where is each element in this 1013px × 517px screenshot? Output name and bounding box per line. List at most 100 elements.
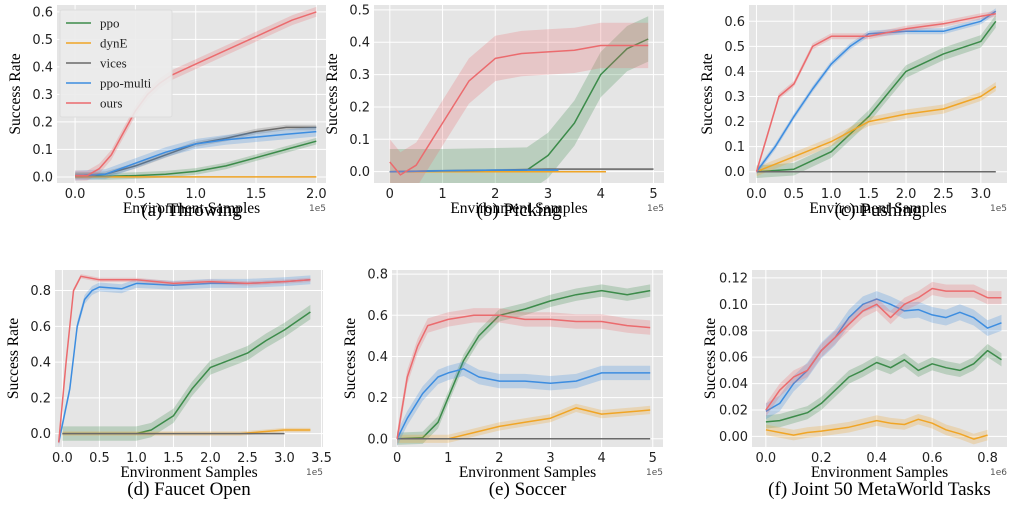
- series-line-ours: [755, 13, 996, 172]
- series-line-ppo: [756, 20, 997, 173]
- series-group: [396, 284, 651, 446]
- y-axis-label: Success Rate: [702, 318, 719, 399]
- x-tick-label: 4: [597, 187, 605, 202]
- series-line-ppo-multi: [389, 169, 559, 173]
- series-group: [755, 8, 997, 178]
- series-line-ours: [57, 275, 311, 443]
- x-tick-label: 3.5: [311, 451, 332, 466]
- x-axis-label: Environment Samples: [450, 200, 587, 217]
- x-axis-label: Environment Samples: [809, 200, 946, 217]
- x-tick-label: 0.5: [784, 187, 805, 202]
- y-tick-label: 0.0: [32, 170, 53, 185]
- legend-label: ours: [100, 96, 122, 111]
- chart-panel-6: 0.0 0.2 0.4 0.6 0.8 0.00 0.02 0.04 0.06 0.08 0.10 0…: [702, 270, 1007, 500]
- x-axis-label: Environment Samples: [459, 464, 596, 481]
- chart-panel-2: 0 1 2 3 4 5 0.0 0.1 0.2 0.3 0.4 0.5 Environment Samp…: [324, 3, 664, 221]
- x-tick-label: 2: [491, 187, 499, 202]
- series-line-dynE: [765, 418, 988, 440]
- y-tick-label: 0.2: [724, 115, 745, 130]
- legend: ppo dynE vices ppo-multi ours: [59, 9, 173, 118]
- y-tick-label: 0.4: [32, 60, 53, 75]
- x-tick-label: 0: [386, 187, 394, 202]
- scale-multiplier: 1e5: [647, 204, 664, 214]
- legend-box: [59, 9, 173, 118]
- chart-panel-1: 0.0 0.5 1.0 1.5 2.0 0.0 0.1 0.2 0.3 0.4 0.5 0.6 Envi…: [7, 5, 327, 221]
- y-tick-label: 0.4: [349, 36, 370, 51]
- x-tick-label: 4: [598, 451, 606, 466]
- y-tick-label: 0.4: [367, 350, 388, 365]
- panel-caption: (c) Pushing: [834, 200, 922, 221]
- band-ours: [75, 6, 317, 181]
- legend-label: vices: [100, 56, 127, 71]
- scale-multiplier: 1e5: [309, 204, 326, 214]
- y-tick-label: 0.5: [32, 33, 53, 48]
- y-axis-label: Success Rate: [324, 53, 341, 134]
- y-axis-label: Success Rate: [342, 318, 359, 399]
- band-dynE: [756, 82, 996, 177]
- panel-caption: (b) Picking: [477, 200, 562, 221]
- band-ppo-multi: [756, 8, 996, 175]
- legend-label: dynE: [100, 36, 128, 51]
- y-tick-label: 0.6: [367, 309, 388, 324]
- y-tick-label: 0.04: [719, 377, 748, 392]
- legend-label: ppo: [100, 16, 120, 31]
- x-axis-label: Environment Samples: [120, 464, 257, 481]
- band-ppo-multi: [765, 291, 1002, 420]
- band-ppo: [397, 284, 651, 445]
- series-line-ppo: [765, 349, 1002, 423]
- panel-caption: (e) Soccer: [489, 479, 567, 500]
- y-tick-label: 0.06: [719, 351, 748, 366]
- x-tick-label: 1: [438, 187, 446, 202]
- y-tick-label: 0.0: [30, 427, 51, 442]
- y-tick-label: 0.5: [349, 3, 370, 18]
- plot-background: [55, 270, 323, 447]
- y-tick-label: 0.10: [719, 298, 748, 313]
- y-tick-label: 0.2: [32, 115, 53, 130]
- y-tick-label: 0.6: [30, 320, 51, 335]
- y-tick-label: 0.0: [724, 165, 745, 180]
- x-tick-label: 1.0: [126, 451, 147, 466]
- y-tick-label: 0.1: [32, 143, 53, 158]
- series-line-ours: [765, 287, 1002, 411]
- y-tick-label: 0.1: [349, 133, 370, 148]
- x-tick-label: 1.5: [858, 187, 879, 202]
- y-tick-label: 0.8: [367, 268, 388, 283]
- y-tick-label: 0.3: [724, 90, 745, 105]
- band-ppo: [62, 304, 311, 441]
- series-group: [57, 274, 311, 447]
- x-tick-label: 0.2: [811, 451, 832, 466]
- legend-item-vices: vices: [66, 56, 127, 71]
- x-tick-label: 0.0: [65, 187, 86, 202]
- y-tick-label: 0.2: [349, 100, 370, 115]
- x-tick-label: 2.5: [237, 451, 258, 466]
- series-line-ppo-multi: [765, 298, 1002, 412]
- x-axis-label: Environment Samples: [811, 464, 948, 481]
- chart-panel-3: 0.0 0.5 1.0 1.5 2.0 2.5 3.0 0.0 0.1 0.2 0.3 0.4 0.5 0…: [699, 5, 1007, 221]
- x-tick-label: 0.0: [746, 187, 767, 202]
- panel-caption: (f) Joint 50 MetaWorld Tasks: [768, 479, 991, 500]
- x-tick-label: 2.5: [933, 187, 954, 202]
- y-tick-label: 0.6: [32, 5, 53, 20]
- x-tick-label: 1.5: [246, 187, 267, 202]
- x-tick-label: 2.0: [896, 187, 917, 202]
- panel-caption: (d) Faucet Open: [127, 479, 251, 500]
- x-tick-label: 0.8: [977, 451, 998, 466]
- series-line-dynE: [756, 85, 997, 173]
- chart-panel-5: 0 1 2 3 4 5 0.0 0.2 0.4 0.6 0.8 Environment Samples…: [342, 268, 663, 500]
- x-tick-label: 1.0: [821, 187, 842, 202]
- band-vices: [75, 124, 317, 179]
- y-tick-label: 0.12: [719, 271, 748, 286]
- y-tick-label: 0.0: [367, 432, 388, 447]
- legend-item-ppo-multi: ppo-multi: [66, 76, 152, 91]
- band-ours: [389, 22, 649, 183]
- x-tick-label: 1.5: [163, 451, 184, 466]
- scale-multiplier: 1e5: [990, 204, 1007, 214]
- x-axis-label: Environment Samples: [123, 200, 260, 217]
- x-tick-label: 0.5: [125, 187, 146, 202]
- y-tick-label: 0.4: [724, 65, 745, 80]
- y-tick-label: 0.1: [724, 140, 745, 155]
- x-tick-label: 3: [546, 451, 554, 466]
- legend-item-dynE: dynE: [66, 36, 128, 51]
- band-ours: [765, 281, 1002, 417]
